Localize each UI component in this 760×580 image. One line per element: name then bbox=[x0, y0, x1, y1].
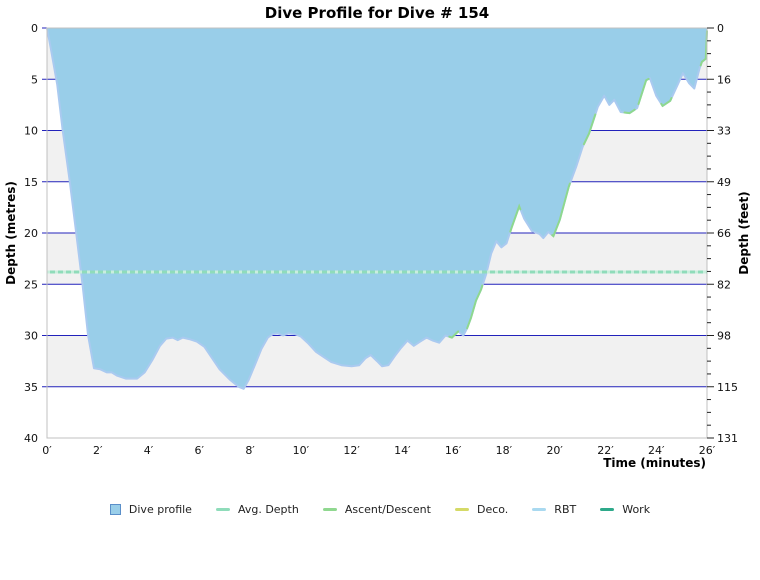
ascent-descent-segment bbox=[699, 30, 708, 67]
y-tick-label-metres: 25 bbox=[24, 278, 38, 291]
legend-item-deco: Deco. bbox=[454, 503, 509, 516]
y-tick-label-feet: 115 bbox=[717, 381, 738, 394]
y-tick-label-feet: 49 bbox=[717, 176, 731, 189]
y-axis-label-metres: Depth (metres) bbox=[4, 181, 18, 285]
ascent-descent-segment bbox=[623, 108, 636, 115]
x-tick-label: 22′ bbox=[597, 444, 614, 457]
x-tick-label: 8′ bbox=[245, 444, 255, 457]
x-axis-label-time: Time (minutes) bbox=[603, 456, 706, 470]
dive-profile-area bbox=[47, 28, 707, 389]
legend-item-dive-profile: Dive profile bbox=[109, 503, 192, 516]
ascent-descent-segment bbox=[509, 203, 522, 233]
y-axis-label-feet: Depth (feet) bbox=[737, 191, 751, 275]
y-tick-label-metres: 15 bbox=[24, 176, 38, 189]
legend-item-ascent-descent: Ascent/Descent bbox=[322, 503, 431, 516]
x-tick-label: 2′ bbox=[93, 444, 103, 457]
legend-label: Dive profile bbox=[128, 503, 192, 516]
y-tick-label-feet: 82 bbox=[717, 278, 731, 291]
depth-band bbox=[47, 386, 707, 438]
ascent-descent-segment bbox=[660, 97, 673, 108]
x-tick-label: 20′ bbox=[546, 444, 563, 457]
y-tick-label-feet: 66 bbox=[717, 227, 731, 240]
legend-item-work: Work bbox=[600, 503, 650, 516]
dive-profile-chart: 0 5 10 15 20 25 30 35 40 0 16 33 49 66 82 98 115 131 0′ 2′ 4… bbox=[24, 22, 738, 457]
legend-label: Ascent/Descent bbox=[344, 503, 431, 516]
chart-legend: Dive profile Avg. Depth Ascent/Descent Deco… bbox=[0, 503, 760, 516]
legend-swatch-line bbox=[532, 508, 547, 511]
y-tick-label-metres: 0 bbox=[31, 22, 38, 35]
legend-swatch-line bbox=[215, 508, 230, 511]
x-tick-label: 18′ bbox=[496, 444, 513, 457]
dive-profile-edge bbox=[46, 27, 708, 390]
x-tick-label: 12′ bbox=[343, 444, 360, 457]
ascent-descent-segment bbox=[637, 77, 650, 105]
y-tick-label-feet: 16 bbox=[717, 73, 731, 86]
y-tick-label-metres: 20 bbox=[24, 227, 38, 240]
ascent-descent-segment bbox=[466, 284, 484, 330]
x-tick-label: 26′ bbox=[699, 444, 716, 457]
x-tick-label: 0′ bbox=[42, 444, 52, 457]
chart-title: Dive Profile for Dive # 154 bbox=[264, 4, 490, 22]
ascent-descent-segment bbox=[448, 330, 460, 339]
x-tick-label: 6′ bbox=[195, 444, 205, 457]
legend-swatch-line bbox=[322, 508, 337, 511]
legend-swatch-square bbox=[109, 504, 121, 515]
x-tick-label: 14′ bbox=[394, 444, 411, 457]
x-tick-label: 10′ bbox=[293, 444, 310, 457]
y-tick-label-metres: 30 bbox=[24, 330, 38, 343]
ascent-descent-segment bbox=[582, 113, 597, 146]
y-tick-label-metres: 40 bbox=[24, 432, 38, 445]
legend-item-avg-depth: Avg. Depth bbox=[215, 503, 299, 516]
y-tick-label-feet: 0 bbox=[717, 22, 724, 35]
y-tick-label-feet: 131 bbox=[717, 432, 738, 445]
x-tick-label: 4′ bbox=[144, 444, 154, 457]
x-tick-label: 24′ bbox=[648, 444, 665, 457]
y-tick-label-metres: 5 bbox=[31, 73, 38, 86]
y-tick-label-metres: 10 bbox=[24, 125, 38, 138]
y-tick-label-metres: 35 bbox=[24, 381, 38, 394]
y-tick-label-feet: 33 bbox=[717, 125, 731, 138]
legend-label: Avg. Depth bbox=[237, 503, 299, 516]
x-tick-label: 16′ bbox=[445, 444, 462, 457]
legend-label: RBT bbox=[554, 503, 577, 516]
y-tick-label-feet: 98 bbox=[717, 330, 731, 343]
legend-swatch-line bbox=[600, 508, 615, 511]
ascent-descent-segment bbox=[551, 182, 571, 238]
legend-label: Deco. bbox=[476, 503, 509, 516]
legend-swatch-line bbox=[454, 508, 469, 511]
legend-item-rbt: RBT bbox=[532, 503, 576, 516]
legend-label: Work bbox=[622, 503, 651, 516]
